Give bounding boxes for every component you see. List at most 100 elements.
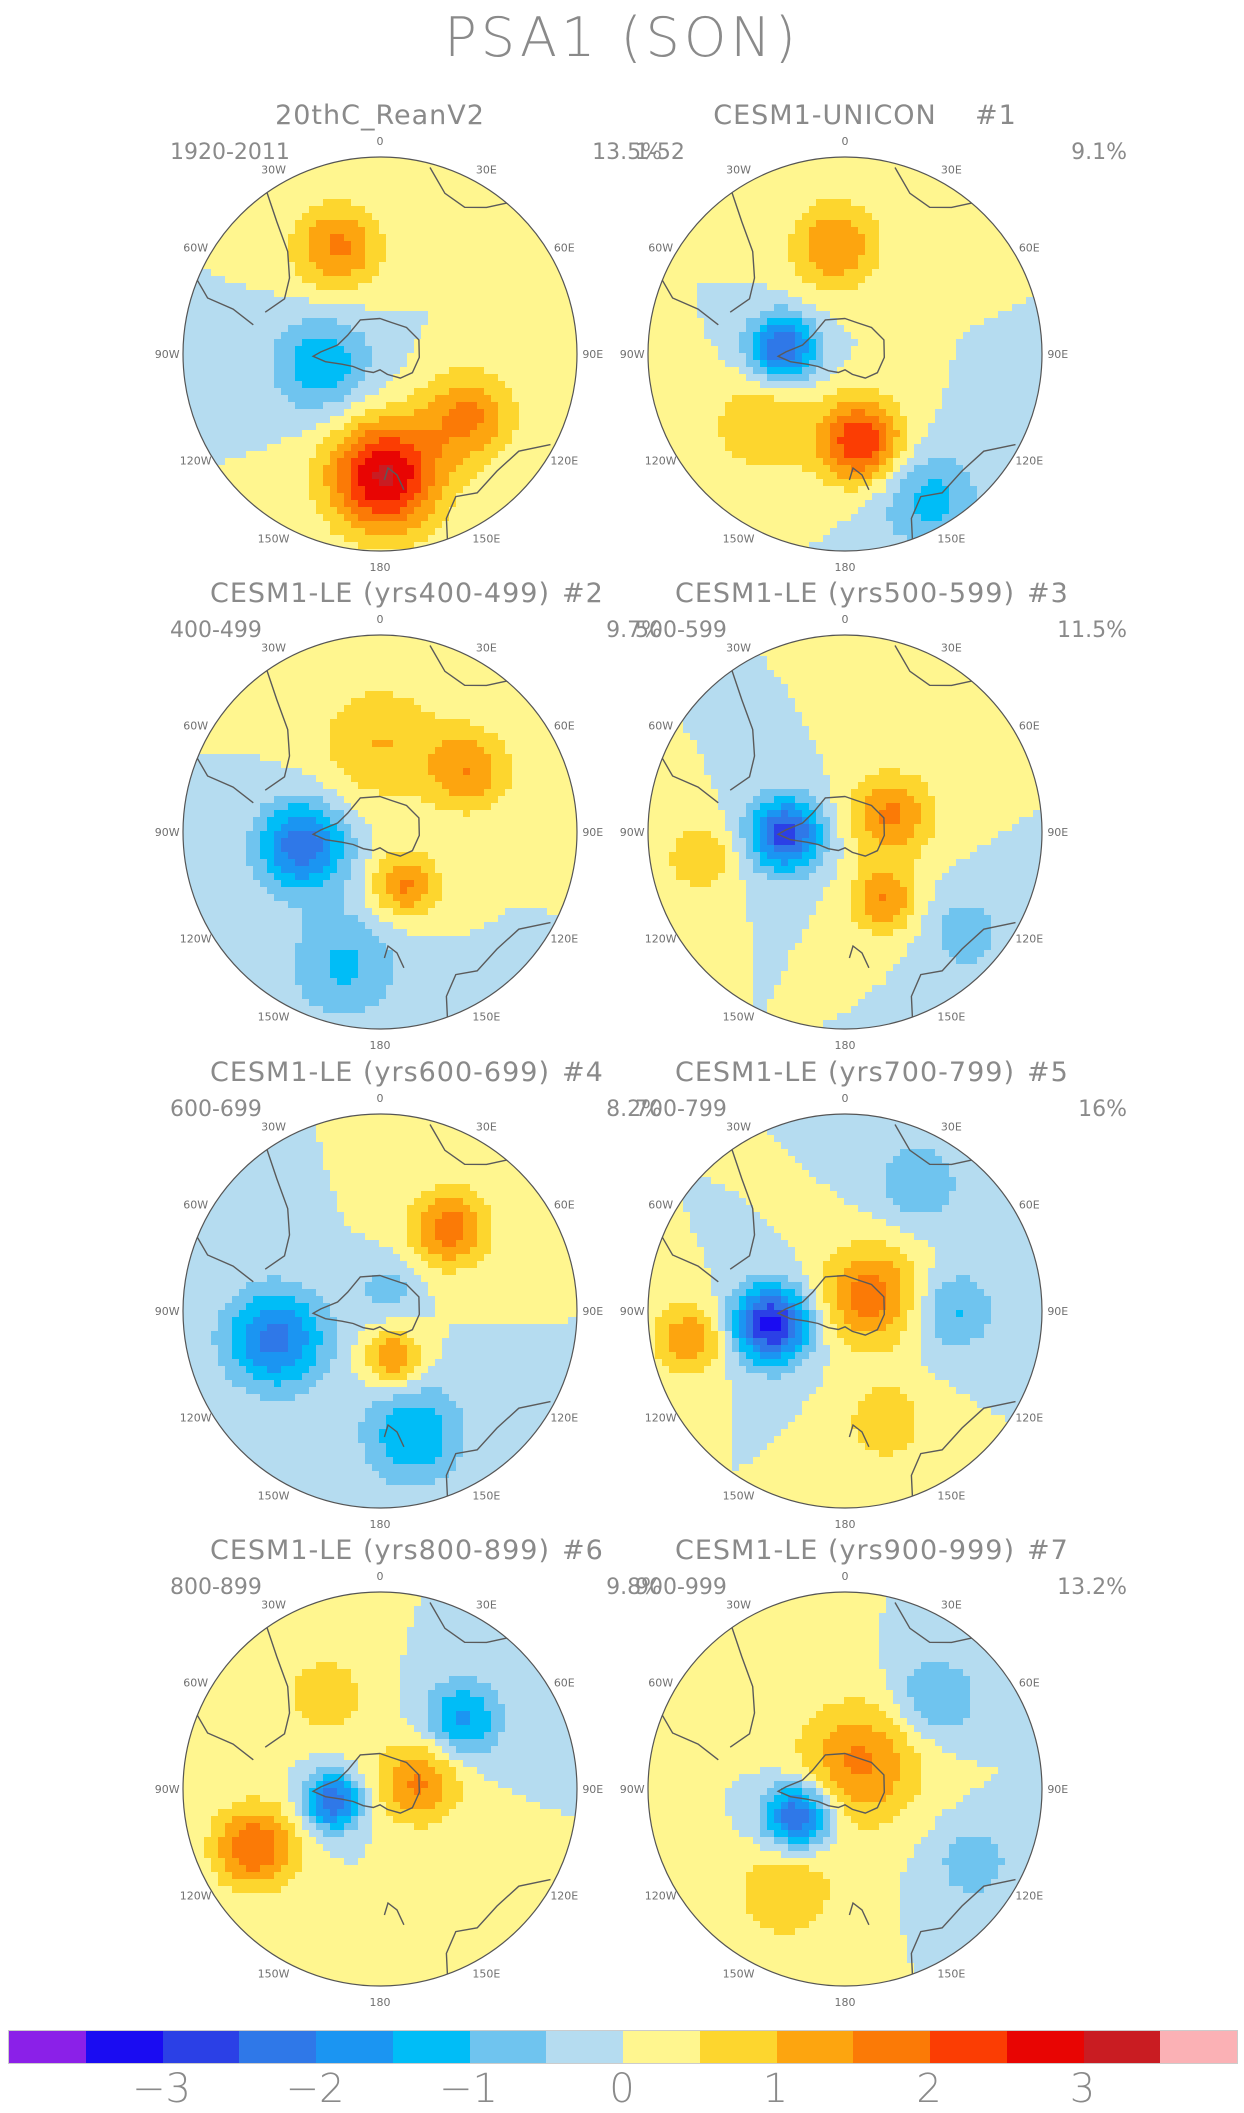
longitude-label: 60W — [183, 720, 208, 733]
colorbar-tick-label: 1 — [763, 2066, 788, 2112]
colorbar-tick-label: 0 — [609, 2066, 634, 2112]
map-panel: 0 30E 60E 90E 120E 150E 180 150W 120W 90W 60W 30W CE… — [155, 578, 690, 1058]
longitude-label: 60E — [1019, 242, 1040, 255]
map-panel: 0 30E 60E 90E 120E 150E 180 150W 120W 90W 60W 30W CE… — [620, 100, 1155, 580]
longitude-label: 180 — [835, 1518, 856, 1531]
longitude-label: 120W — [180, 932, 212, 945]
map-boundary — [182, 634, 578, 1030]
colorbar-swatch — [1160, 2031, 1237, 2063]
map-panel: 0 30E 60E 90E 120E 150E 180 150W 120W 90W 60W 30W CE… — [155, 1057, 690, 1537]
longitude-label: 120W — [645, 932, 677, 945]
figure-title: PSA1 (SON) — [0, 6, 1244, 69]
longitude-label: 60W — [648, 242, 673, 255]
longitude-label: 180 — [835, 1039, 856, 1052]
shaded-field — [183, 1114, 577, 1508]
longitude-label: 90E — [582, 348, 603, 361]
shaded-field — [648, 1114, 1042, 1508]
longitude-label: 120E — [1015, 932, 1043, 945]
polar-map: 0 30E 60E 90E 120E 150E 180 150W 120W 90W 60W 30W — [155, 613, 604, 1052]
longitude-label: 0 — [842, 613, 849, 626]
map-boundary — [647, 634, 1043, 1030]
coastlines — [196, 167, 551, 540]
longitude-label: 90W — [155, 1783, 180, 1796]
colorbar-swatch — [316, 2031, 393, 2063]
colorbar-tick-label: −2 — [286, 2066, 345, 2112]
colorbar-swatch — [85, 2031, 163, 2063]
longitude-label: 60E — [554, 242, 575, 255]
colorbar-tick-label: 3 — [1070, 2066, 1095, 2112]
longitude-label: 30E — [476, 164, 497, 177]
panel-variance-percent: 13.5% — [592, 140, 662, 165]
longitude-label: 0 — [842, 1570, 849, 1583]
longitude-label: 150W — [258, 532, 290, 545]
longitude-label: 0 — [377, 613, 384, 626]
longitude-label: 90W — [620, 1783, 645, 1796]
panel-member-number: #1 — [975, 100, 1017, 131]
longitude-label: 30E — [476, 1599, 497, 1612]
longitude-label: 30E — [941, 164, 962, 177]
longitude-label: 30E — [941, 1599, 962, 1612]
map-panel: 0 30E 60E 90E 120E 150E 180 150W 120W 90W 60W 30W CE… — [620, 578, 1155, 1058]
longitude-label: 150E — [937, 1967, 965, 1980]
colorbar-swatch — [392, 2031, 470, 2063]
colorbar-swatch — [1006, 2031, 1084, 2063]
longitude-label: 120W — [180, 1889, 212, 1902]
panel-member-number: #3 — [1027, 578, 1069, 609]
longitude-label: 120E — [550, 454, 578, 467]
longitude-label: 150E — [937, 1489, 965, 1502]
shaded-field — [183, 635, 577, 1029]
longitude-label: 60W — [183, 1677, 208, 1690]
longitude-label: 30E — [476, 1121, 497, 1134]
panel-years: 800-899 — [170, 1575, 262, 1600]
colorbar-swatch — [546, 2031, 623, 2063]
shaded-field — [648, 1592, 1042, 1986]
coastlines — [661, 645, 1016, 1018]
longitude-label: 150W — [258, 1967, 290, 1980]
colorbar-swatch — [699, 2031, 777, 2063]
longitude-label: 30W — [261, 1121, 286, 1134]
longitude-label: 120E — [1015, 454, 1043, 467]
longitude-label: 60E — [554, 1199, 575, 1212]
shaded-field — [183, 157, 577, 551]
longitude-label: 90W — [155, 826, 180, 839]
longitude-label: 30E — [476, 642, 497, 655]
longitude-label: 120E — [1015, 1889, 1043, 1902]
longitude-label: 30W — [726, 642, 751, 655]
panel-member-number: #6 — [562, 1535, 604, 1566]
panel-variance-percent: 9.8% — [606, 1575, 662, 1600]
panel-member-number: #5 — [1027, 1057, 1069, 1088]
panel-variance-percent: 13.2% — [1057, 1575, 1127, 1600]
longitude-label: 30E — [941, 1121, 962, 1134]
panel-years: 400-499 — [170, 618, 262, 643]
longitude-label: 150W — [723, 1967, 755, 1980]
longitude-label: 120W — [180, 454, 212, 467]
longitude-label: 120W — [645, 454, 677, 467]
longitude-label: 150W — [723, 1489, 755, 1502]
shaded-field — [648, 157, 1042, 551]
map-panel: 0 30E 60E 90E 120E 150E 180 150W 120W 90W 60W 30W CE… — [620, 1535, 1155, 2015]
longitude-label: 120E — [550, 932, 578, 945]
panel-title-text: CESM1-LE (yrs400-499) — [210, 578, 550, 609]
longitude-label: 60E — [554, 1677, 575, 1690]
longitude-label: 90E — [582, 826, 603, 839]
longitude-label: 150E — [937, 1010, 965, 1023]
longitude-label: 150E — [472, 1010, 500, 1023]
longitude-label: 90E — [1047, 1783, 1068, 1796]
panel-title-text: CESM1-LE (yrs800-899) — [210, 1535, 550, 1566]
coastlines — [196, 1124, 551, 1497]
polar-map: 0 30E 60E 90E 120E 150E 180 150W 120W 90W 60W 30W — [620, 613, 1069, 1052]
polar-map: 0 30E 60E 90E 120E 150E 180 150W 120W 90W 60W 30W — [620, 1092, 1069, 1531]
longitude-label: 150W — [723, 532, 755, 545]
panel-years: 600-699 — [170, 1097, 262, 1122]
panel-member-number: #7 — [1027, 1535, 1069, 1566]
colorbar-swatch — [239, 2031, 316, 2063]
colorbar-swatch — [469, 2031, 547, 2063]
longitude-label: 120W — [180, 1411, 212, 1424]
colorbar-swatch — [776, 2031, 854, 2063]
longitude-label: 150W — [258, 1489, 290, 1502]
longitude-label: 60W — [648, 1199, 673, 1212]
longitude-label: 0 — [842, 1092, 849, 1105]
longitude-label: 60W — [183, 242, 208, 255]
longitude-label: 150E — [472, 1489, 500, 1502]
longitude-label: 90W — [620, 1305, 645, 1318]
